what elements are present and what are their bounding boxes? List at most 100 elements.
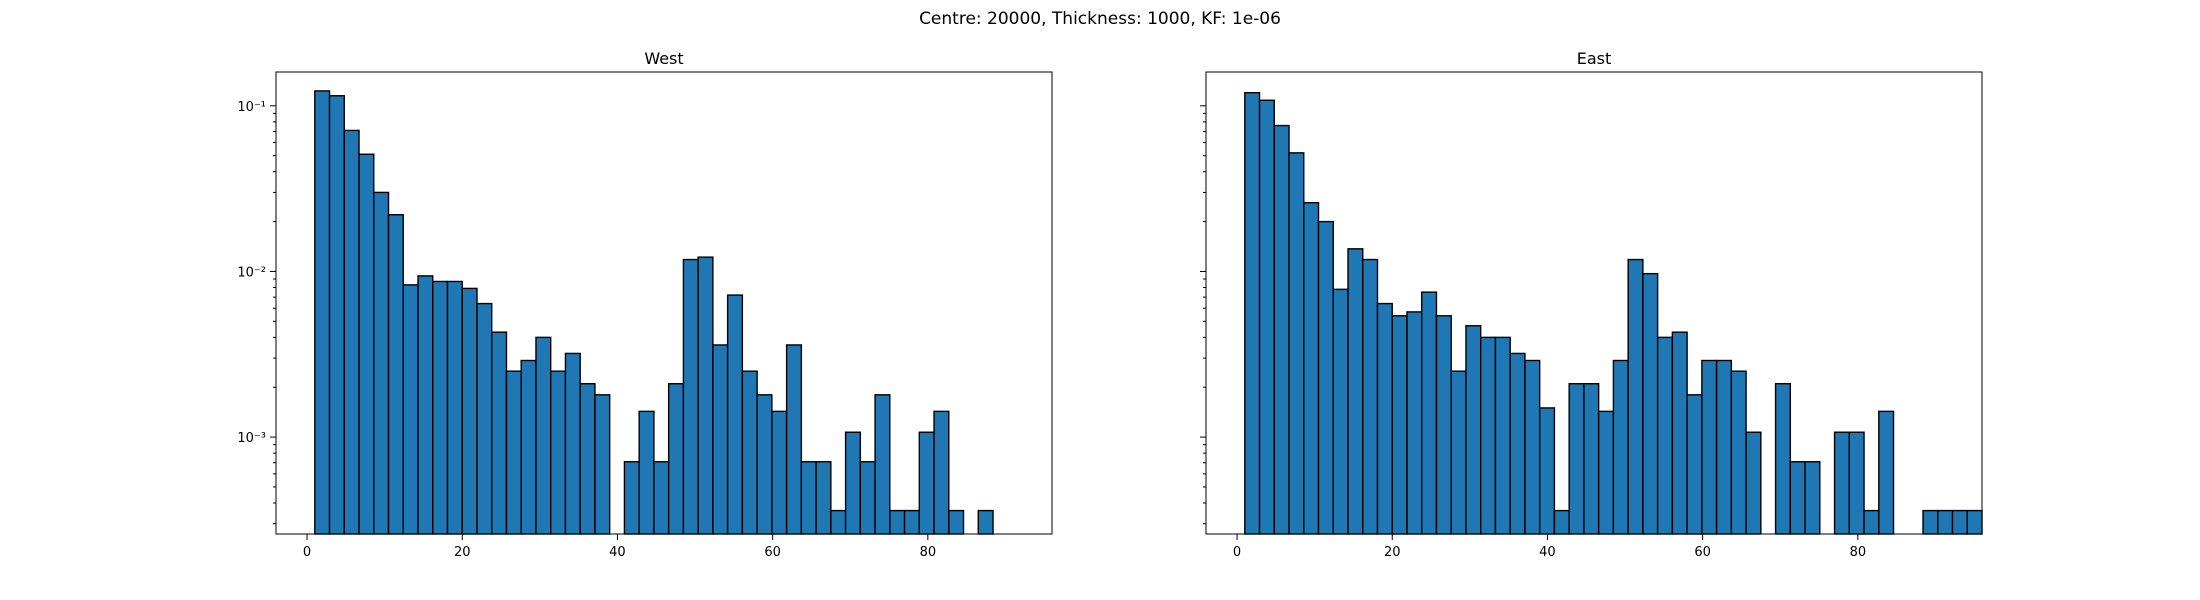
east-x-tick-label: 60 xyxy=(1694,545,1711,560)
east-bar xyxy=(1421,291,1438,535)
east-bar xyxy=(1789,461,1806,535)
west-bar xyxy=(535,336,552,535)
east-bar xyxy=(1730,370,1747,535)
east-bar xyxy=(1833,431,1851,535)
east-bar xyxy=(1391,315,1408,535)
west-bar xyxy=(564,352,581,535)
east-bar xyxy=(1597,410,1615,535)
east-bar xyxy=(1303,202,1320,535)
west-x-tick-label: 80 xyxy=(920,545,937,560)
west-bar xyxy=(771,410,788,535)
west-bar xyxy=(800,461,817,535)
west-bar xyxy=(417,275,434,535)
west-bar xyxy=(358,153,375,535)
west-bar xyxy=(594,394,611,535)
west-bar xyxy=(491,331,508,535)
west-x-tick-label: 0 xyxy=(303,545,311,560)
west-bar xyxy=(874,394,891,535)
west-bar xyxy=(402,284,419,535)
west-bar xyxy=(682,258,699,535)
west-title: West xyxy=(644,49,683,68)
west-bar xyxy=(830,509,847,535)
east-bar xyxy=(1465,325,1482,535)
west-bar xyxy=(889,509,906,535)
east-bar xyxy=(1553,509,1570,535)
west-bar xyxy=(756,394,773,535)
east-bar xyxy=(1686,394,1703,535)
west-axes-frame xyxy=(275,71,1053,535)
west-bar xyxy=(667,383,685,535)
east-bar xyxy=(1376,302,1393,535)
west-bar xyxy=(476,302,493,535)
west-bar xyxy=(432,280,449,535)
west-bar xyxy=(977,509,994,535)
west-x-tick-label: 60 xyxy=(764,545,781,560)
east-bar xyxy=(1362,258,1379,535)
west-x-tick-label: 40 xyxy=(609,545,626,560)
west-bar xyxy=(903,509,920,535)
west-bar xyxy=(653,461,670,535)
west-bar xyxy=(815,461,832,535)
west-bar xyxy=(579,383,596,535)
west-bar xyxy=(697,256,714,535)
west-y-tick-label: 10⁻² xyxy=(237,265,266,280)
west-bar xyxy=(314,90,331,535)
east-bar xyxy=(1627,258,1644,535)
east-bar xyxy=(1332,288,1349,535)
west-x-tick-label: 20 xyxy=(454,545,471,560)
west-bar xyxy=(638,410,655,535)
east-bar xyxy=(1479,336,1497,535)
west-bar xyxy=(461,287,478,535)
east-bar xyxy=(1406,311,1423,535)
east-bar xyxy=(1435,315,1452,535)
west-bar xyxy=(933,410,950,535)
east-bar xyxy=(1568,383,1585,535)
east-bar xyxy=(1671,331,1688,535)
east-bar xyxy=(1715,359,1733,535)
east-bar xyxy=(1848,431,1865,535)
east-bar xyxy=(1642,272,1659,535)
west-bar xyxy=(844,431,862,535)
east-bar xyxy=(1450,370,1467,535)
east-bar xyxy=(1509,352,1526,535)
west-bar xyxy=(623,461,640,535)
east-bar xyxy=(1745,431,1762,535)
east-bar xyxy=(1863,509,1880,535)
east-bar xyxy=(1347,248,1364,535)
west-bar xyxy=(741,370,758,535)
west-bar xyxy=(550,370,567,535)
east-x-tick-label: 80 xyxy=(1850,545,1867,560)
east-bar xyxy=(1538,407,1556,535)
east-bar xyxy=(1656,336,1674,535)
east-bar xyxy=(1937,509,1954,535)
east-bar xyxy=(1258,99,1275,535)
east-bar xyxy=(1804,461,1821,535)
east-bar xyxy=(1494,336,1511,535)
east-bar xyxy=(1524,359,1541,535)
west-bar xyxy=(948,509,965,535)
east-bar xyxy=(1922,509,1939,535)
west-bar xyxy=(343,129,360,535)
east-title: East xyxy=(1577,49,1612,68)
west-bar xyxy=(328,95,345,535)
west-y-tick-label: 10⁻³ xyxy=(237,431,266,446)
west-bar xyxy=(373,191,390,535)
east-histogram-panel: East 0 20 40 60 80 xyxy=(1200,49,1983,560)
east-x-tick-label: 40 xyxy=(1539,545,1556,560)
east-axes-frame xyxy=(1205,71,1983,535)
east-bar xyxy=(1317,220,1334,535)
west-y-tick-label: 10⁻¹ xyxy=(237,100,266,115)
east-bar xyxy=(1878,410,1895,535)
east-x-tick-label: 0 xyxy=(1233,545,1241,560)
east-bar xyxy=(1244,91,1261,535)
east-bar xyxy=(1951,509,1968,535)
east-x-tick-label: 20 xyxy=(1384,545,1401,560)
east-bar xyxy=(1288,152,1305,535)
east-bar xyxy=(1273,124,1290,535)
east-bar xyxy=(1701,359,1718,535)
west-histogram-panel: West 0 20 40 60 80 10⁻³ 10⁻² 10⁻¹ xyxy=(237,49,1053,560)
west-bar xyxy=(446,280,463,535)
figure-suptitle: Centre: 20000, Thickness: 1000, KF: 1e-0… xyxy=(919,9,1281,29)
west-bar xyxy=(726,294,744,535)
